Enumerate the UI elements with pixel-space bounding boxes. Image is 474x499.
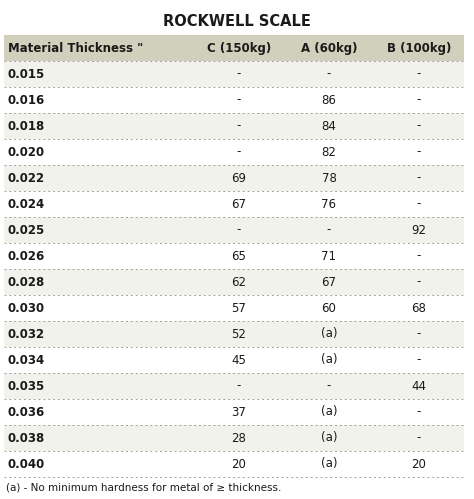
Text: -: - [237, 93, 241, 106]
Text: 0.025: 0.025 [8, 224, 45, 237]
Text: -: - [237, 224, 241, 237]
Bar [4, 243, 464, 269]
Text: -: - [327, 67, 331, 80]
Text: -: - [237, 380, 241, 393]
Text: 45: 45 [232, 353, 246, 366]
Text: -: - [417, 172, 421, 185]
Text: -: - [417, 93, 421, 106]
Text: 0.022: 0.022 [8, 172, 45, 185]
Bar [4, 217, 464, 243]
Text: (a): (a) [321, 353, 337, 366]
Text: -: - [417, 250, 421, 262]
Bar [4, 347, 464, 373]
Bar [4, 61, 464, 87]
Bar [4, 113, 464, 139]
Text: 0.016: 0.016 [8, 93, 45, 106]
Text: C (150kg): C (150kg) [207, 41, 271, 54]
Text: 92: 92 [411, 224, 427, 237]
Text: 0.038: 0.038 [8, 432, 45, 445]
Text: 71: 71 [321, 250, 337, 262]
Text: A (60kg): A (60kg) [301, 41, 357, 54]
Text: 52: 52 [232, 327, 246, 340]
Text: 0.030: 0.030 [8, 301, 45, 314]
Text: (a): (a) [321, 432, 337, 445]
Text: -: - [417, 198, 421, 211]
Bar [4, 35, 464, 61]
Text: 60: 60 [321, 301, 337, 314]
Text: 68: 68 [411, 301, 427, 314]
Text: 0.034: 0.034 [8, 353, 45, 366]
Text: -: - [417, 432, 421, 445]
Bar [4, 451, 464, 477]
Text: -: - [417, 353, 421, 366]
Text: 0.026: 0.026 [8, 250, 45, 262]
Text: -: - [417, 327, 421, 340]
Text: 62: 62 [231, 275, 246, 288]
Text: 57: 57 [232, 301, 246, 314]
Text: 82: 82 [321, 146, 337, 159]
Text: (a) - No minimum hardness for metal of ≥ thickness.: (a) - No minimum hardness for metal of ≥… [6, 483, 282, 493]
Text: -: - [237, 119, 241, 133]
Text: (a): (a) [321, 458, 337, 471]
Text: -: - [237, 67, 241, 80]
Text: 0.035: 0.035 [8, 380, 45, 393]
Text: 76: 76 [321, 198, 337, 211]
Text: -: - [417, 146, 421, 159]
Bar [4, 425, 464, 451]
Text: (a): (a) [321, 327, 337, 340]
Text: (a): (a) [321, 406, 337, 419]
Text: 0.036: 0.036 [8, 406, 45, 419]
Bar [4, 87, 464, 113]
Text: 0.015: 0.015 [8, 67, 45, 80]
Text: Material Thickness ": Material Thickness " [8, 41, 143, 54]
Text: ROCKWELL SCALE: ROCKWELL SCALE [163, 14, 311, 29]
Bar [4, 399, 464, 425]
Text: -: - [327, 224, 331, 237]
Bar [4, 269, 464, 295]
Text: -: - [417, 119, 421, 133]
Text: 0.032: 0.032 [8, 327, 45, 340]
Text: 0.018: 0.018 [8, 119, 45, 133]
Text: 0.028: 0.028 [8, 275, 45, 288]
Bar [4, 191, 464, 217]
Bar [4, 139, 464, 165]
Text: 0.040: 0.040 [8, 458, 45, 471]
Text: 84: 84 [321, 119, 337, 133]
Text: 0.024: 0.024 [8, 198, 45, 211]
Text: 67: 67 [321, 275, 337, 288]
Text: -: - [417, 67, 421, 80]
Text: 37: 37 [232, 406, 246, 419]
Bar [4, 165, 464, 191]
Text: 28: 28 [232, 432, 246, 445]
Text: 44: 44 [411, 380, 427, 393]
Bar [4, 295, 464, 321]
Text: 20: 20 [232, 458, 246, 471]
Text: 86: 86 [321, 93, 337, 106]
Text: 67: 67 [231, 198, 246, 211]
Text: B (100kg): B (100kg) [387, 41, 451, 54]
Text: -: - [237, 146, 241, 159]
Bar [4, 321, 464, 347]
Text: 65: 65 [232, 250, 246, 262]
Text: -: - [417, 406, 421, 419]
Text: -: - [417, 275, 421, 288]
Text: 20: 20 [411, 458, 427, 471]
Text: 0.020: 0.020 [8, 146, 45, 159]
Text: 69: 69 [231, 172, 246, 185]
Text: 78: 78 [321, 172, 337, 185]
Text: -: - [327, 380, 331, 393]
Bar [4, 373, 464, 399]
